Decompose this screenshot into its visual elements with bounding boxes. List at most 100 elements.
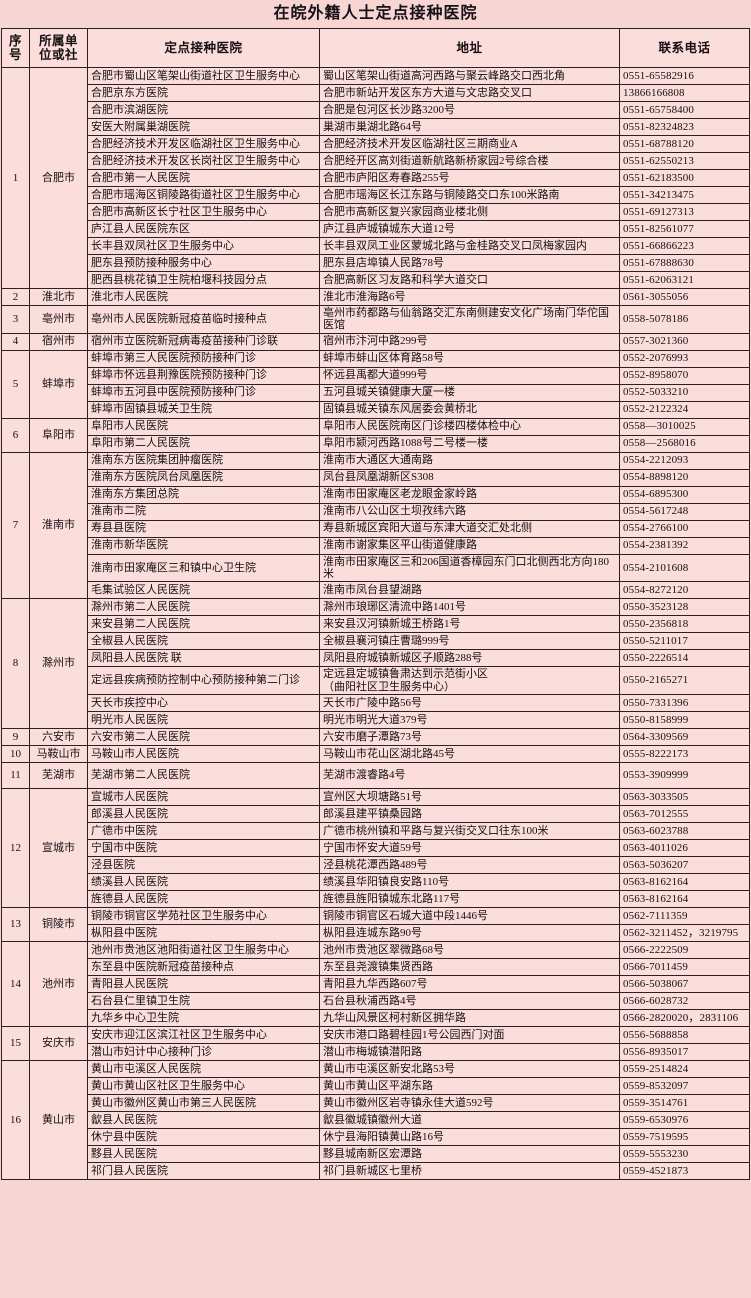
address-cell: 潜山市梅城镇潜阳路: [319, 1042, 620, 1061]
phone-cell: 0553-3909999: [619, 761, 750, 789]
table-row: 4 宿州市 宿州市立医院新冠病毒疫苗接种门诊联 宿州市汴河中路299号 0557-302…: [1, 332, 750, 351]
hospital-name-cell: 石台县仁里镇卫生院: [87, 991, 320, 1010]
row-index-cell: 10: [1, 744, 30, 763]
table-row: 泾县医院 泾县桃花潭西路489号 0563-5036207: [2, 855, 750, 874]
table-row: 合肥市高新区长宁社区卫生服务中心 合肥市高新区复兴家园商业楼北侧 0551-6912…: [2, 203, 750, 221]
hospital-name-cell: 长丰县双凤社区卫生服务中心: [87, 237, 320, 255]
phone-cell: 0558—3010025: [619, 417, 750, 436]
phone-cell: 0552-2076993: [619, 349, 750, 368]
table-row: 旌德县人民医院 旌德县旌阳镇城东北路117号 0563-8162164: [2, 889, 750, 908]
table-row: 2 淮北市 淮北市人民医院 淮北市淮海路6号 0561-3055056: [1, 288, 750, 306]
table-row: 郎溪县人民医院 郎溪县建平镇桑园路 0563-7012555: [2, 804, 750, 823]
address-cell: 宁国市怀安大道59号: [319, 838, 620, 857]
hospital-name-cell: 来安县第二人民医院: [87, 615, 320, 634]
phone-cell: 0554-2766100: [619, 519, 750, 538]
address-cell: 淮南市大通区大通南路: [319, 451, 620, 470]
hospital-name-cell: 毛集试验区人民医院: [87, 581, 320, 600]
phone-cell: 0558-5078186: [619, 305, 750, 334]
address-cell: 绩溪县华阳镇良安路110号: [319, 872, 620, 891]
phone-cell: 0551-69127313: [619, 203, 750, 221]
address-cell: 蚌埠市蚌山区体育路58号: [319, 349, 620, 368]
phone-cell: 0566-5038067: [619, 974, 750, 993]
table-row: 寿县县医院 寿县新城区宾阳大道与东津大道交汇处北侧 0554-2766100: [2, 519, 750, 538]
hospital-name-cell: 肥西县桃花镇卫生院柏堰科技园分点: [87, 271, 320, 289]
address-cell: 淮南市八公山区土坝孜纬六路: [319, 502, 620, 521]
phone-cell: 0551-34213475: [619, 186, 750, 204]
address-cell: 滁州市琅琊区清流中路1401号: [319, 598, 620, 617]
table-row: 毛集试验区人民医院 淮南市凤台县望湖路 0554-8272120: [2, 581, 750, 600]
phone-cell: 0563-5036207: [619, 855, 750, 874]
address-cell: 庐江县庐城镇城东大道12号: [319, 220, 620, 238]
address-cell: 广德市桃州镇和平路与复兴街交叉口往东100米: [319, 821, 620, 840]
address-cell: 旌德县旌阳镇城东北路117号: [319, 889, 620, 908]
table-header: 序号 所属单位或社 定点接种医院 地址 联系电话: [1, 28, 750, 68]
address-cell: 枞阳县连城东路90号: [319, 923, 620, 942]
hospital-name-cell: 黄山市屯溪区人民医院: [87, 1059, 320, 1078]
hospital-name-cell: 安庆市迎江区滨江社区卫生服务中心: [87, 1025, 320, 1044]
phone-cell: 0550-2356818: [619, 615, 750, 634]
address-cell: 合肥市新站开发区东方大道与文忠路交叉口: [319, 84, 620, 102]
hospital-name-cell: 庐江县人民医院东区: [87, 220, 320, 238]
phone-cell: 0563-3033505: [619, 787, 750, 806]
city-cell: 安庆市: [29, 1025, 88, 1061]
city-cell: 淮南市: [29, 451, 88, 600]
row-index-cell: 3: [1, 305, 30, 334]
phone-cell: 0559-2514824: [619, 1059, 750, 1078]
address-cell: 亳州市药都路与仙翁路交汇东南侧建安文化广场南门华佗国医馆: [319, 305, 620, 334]
phone-cell: 0559-5553230: [619, 1144, 750, 1163]
table-row: 潜山市妇计中心接种门诊 潜山市梅城镇潜阳路 0556-8935017: [2, 1042, 750, 1061]
city-cell: 芜湖市: [29, 761, 88, 789]
hospital-name-cell: 黄山市黄山区社区卫生服务中心: [87, 1076, 320, 1095]
address-cell: 合肥市瑶海区长江东路与铜陵路交口东100米路南: [319, 186, 620, 204]
address-cell: 安庆市港口路碧桂园1号公园西门对面: [319, 1025, 620, 1044]
address-cell: 池州市贵池区翠微路68号: [319, 940, 620, 959]
address-cell: 长丰县双凤工业区蒙城北路与金桂路交叉口凤梅家园内: [319, 237, 620, 255]
hospital-name-cell: 六安市第二人民医院: [87, 727, 320, 746]
table-row: 淮南市新华医院 淮南市谢家集区平山街道健康路 0554-2381392: [2, 536, 750, 555]
hospital-name-cell: 青阳县人民医院: [87, 974, 320, 993]
address-cell: 合肥经开区高刘街道新航路新桥家园2号综合楼: [319, 152, 620, 170]
phone-cell: 0556-5688858: [619, 1025, 750, 1044]
city-cell: 黄山市: [29, 1059, 88, 1180]
table-row: 3 亳州市 亳州市人民医院新冠疫苗临时接种点 亳州市药都路与仙翁路交汇东南侧建安文化广…: [1, 305, 750, 334]
hospital-name-cell: 滁州市第二人民医院: [87, 598, 320, 617]
hospital-name-cell: 宁国市中医院: [87, 838, 320, 857]
address-cell: 芜湖市渡睿路4号: [319, 761, 620, 789]
phone-cell: 0554-2101608: [619, 553, 750, 583]
hospital-name-cell: 合肥市滨湖医院: [87, 101, 320, 119]
table-row: 枞阳县中医院 枞阳县连城东路90号 0562-3211452，3219795: [2, 923, 750, 942]
vaccination-hospitals-table: 序号 所属单位或社 定点接种医院 地址 联系电话 1 合肥市 合肥市蜀山区笔架山街道…: [1, 28, 750, 1180]
hospital-name-cell: 淮南市新华医院: [87, 536, 320, 555]
header-row: 序号 所属单位或社 定点接种医院 地址 联系电话: [1, 28, 750, 68]
phone-cell: 0550-8158999: [619, 710, 750, 729]
address-cell: 蜀山区笔架山街道高河西路与聚云峰路交口西北角: [319, 67, 620, 85]
column-header-hospital: 定点接种医院: [87, 28, 320, 68]
table-row: 合肥市滨湖医院 合肥是包河区长沙路3200号 0551-65758400: [2, 101, 750, 119]
row-index-cell: 7: [1, 451, 30, 600]
table-row: 来安县第二人民医院 来安县汉河镇新城王桥路1号 0550-2356818: [2, 615, 750, 634]
hospital-name-cell: 合肥经济技术开发区临湖社区卫生服务中心: [87, 135, 320, 153]
phone-cell: 0554-5617248: [619, 502, 750, 521]
phone-cell: 0550-7331396: [619, 693, 750, 712]
hospital-name-cell: 阜阳市第二人民医院: [87, 434, 320, 453]
column-header-city: 所属单位或社: [29, 28, 88, 68]
city-cell: 六安市: [29, 727, 88, 746]
hospital-name-cell: 蚌埠市怀远县荆豫医院预防接种门诊: [87, 366, 320, 385]
hospital-name-cell: 肥东县预防接种服务中心: [87, 254, 320, 272]
phone-cell: 0564-3309569: [619, 727, 750, 746]
hospital-name-cell: 寿县县医院: [87, 519, 320, 538]
hospital-name-cell: 定远县疾病预防控制中心预防接种第二门诊: [87, 666, 320, 695]
hospital-name-cell: 阜阳市人民医院: [87, 417, 320, 436]
table-row: 淮南东方医院凤台凤凰医院 凤台县凤凰湖新区S308 0554-8898120: [2, 468, 750, 487]
table-row: 青阳县人民医院 青阳县九华西路607号 0566-5038067: [2, 974, 750, 993]
hospital-name-cell: 全椒县人民医院: [87, 632, 320, 651]
hospital-name-cell: 淮南市二院: [87, 502, 320, 521]
address-cell: 固镇县城关镇东风居委会黄桥北: [319, 400, 620, 419]
phone-cell: 0551-62183500: [619, 169, 750, 187]
table-row: 合肥经济技术开发区长岗社区卫生服务中心 合肥经开区高刘街道新航路新桥家园2号综合楼…: [2, 152, 750, 170]
table-row: 肥西县桃花镇卫生院柏堰科技园分点 合肥高新区习友路和科学大道交口 0551-6206…: [2, 271, 750, 289]
phone-cell: 0551-66866223: [619, 237, 750, 255]
address-cell: 黄山市徽州区岩寺镇永佳大道592号: [319, 1093, 620, 1112]
hospital-name-cell: 黟县人民医院: [87, 1144, 320, 1163]
phone-cell: 0555-8222173: [619, 744, 750, 763]
